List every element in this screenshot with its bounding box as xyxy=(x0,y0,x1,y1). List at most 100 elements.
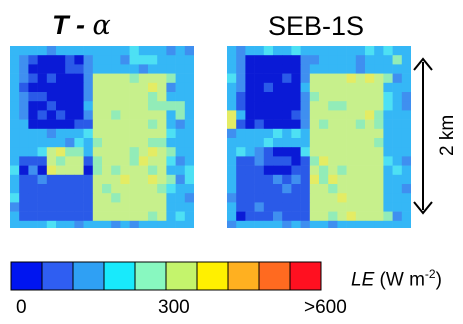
map-pixel xyxy=(300,55,311,65)
map-pixel xyxy=(337,55,347,65)
map-pixel xyxy=(346,165,357,176)
map-pixel xyxy=(401,82,411,93)
map-pixel xyxy=(10,174,20,185)
map-pixel xyxy=(46,211,57,222)
map-pixel xyxy=(74,211,84,222)
map-pixel xyxy=(337,110,347,120)
map-pixel xyxy=(28,174,38,185)
map-pixel xyxy=(166,156,176,166)
map-pixel xyxy=(175,156,186,166)
map-pixel xyxy=(46,193,57,203)
map-pixel xyxy=(175,101,186,111)
map-pixel xyxy=(184,211,194,222)
map-pixel xyxy=(37,73,48,84)
map-pixel xyxy=(365,101,375,111)
map-pixel xyxy=(309,220,320,228)
map-pixel xyxy=(245,64,255,74)
map-pixel xyxy=(28,147,38,157)
map-pixel xyxy=(365,193,375,203)
map-pixel xyxy=(282,128,292,139)
map-pixel xyxy=(319,101,329,111)
map-pixel xyxy=(254,165,265,176)
map-pixel xyxy=(355,101,366,111)
map-pixel xyxy=(337,156,347,166)
map-pixel xyxy=(37,184,48,194)
map-pixel xyxy=(166,147,176,157)
map-pixel xyxy=(138,128,149,139)
map-pixel xyxy=(227,202,237,212)
map-pixel xyxy=(10,156,20,166)
map-pixel xyxy=(319,119,329,130)
map-pixel xyxy=(19,46,29,56)
map-pixel xyxy=(291,193,301,203)
map-pixel xyxy=(401,128,411,139)
alpha-symbol: α xyxy=(92,10,111,41)
map-pixel xyxy=(300,174,311,185)
map-pixel xyxy=(254,156,265,166)
map-pixel xyxy=(309,55,320,65)
map-pixel xyxy=(374,119,384,130)
map-pixel xyxy=(401,110,411,120)
map-pixel xyxy=(157,156,167,166)
map-pixel xyxy=(245,165,255,176)
map-pixel xyxy=(166,184,176,194)
map-pixel xyxy=(37,193,48,203)
map-pixel xyxy=(245,174,255,185)
map-pixel xyxy=(309,174,320,185)
map-pixel xyxy=(175,46,186,56)
map-pixel xyxy=(56,202,66,212)
map-pixel xyxy=(401,220,411,228)
map-pixel xyxy=(111,119,121,130)
map-pixel xyxy=(102,138,112,148)
map-pixel xyxy=(263,193,274,203)
map-pixel xyxy=(92,174,103,185)
map-pixel xyxy=(157,193,167,203)
map-pixel xyxy=(365,55,375,65)
map-pixel xyxy=(166,220,176,228)
map-pixel xyxy=(263,101,274,111)
map-pixel xyxy=(282,147,292,157)
map-pixel xyxy=(148,55,158,65)
colorbar-swatch xyxy=(165,261,198,291)
map-pixel xyxy=(37,138,48,148)
map-pixel xyxy=(148,128,158,139)
map-pixel xyxy=(355,165,366,176)
map-pixel xyxy=(111,211,121,222)
map-pixel xyxy=(56,211,66,222)
map-pixel xyxy=(74,220,84,228)
map-pixel xyxy=(383,174,393,185)
map-pixel xyxy=(175,64,186,74)
unit-close: ) xyxy=(435,269,442,291)
map-pixel xyxy=(319,82,329,93)
map-pixel xyxy=(148,184,158,194)
map-pixel xyxy=(227,64,237,74)
map-pixel xyxy=(273,92,283,102)
map-pixel xyxy=(245,184,255,194)
map-pixel xyxy=(227,55,237,65)
map-pixel xyxy=(291,46,301,56)
map-pixel xyxy=(374,73,384,84)
map-pixel xyxy=(365,119,375,130)
map-pixel xyxy=(129,193,140,203)
map-pixel xyxy=(92,193,103,203)
map-pixel xyxy=(138,46,149,56)
map-pixel xyxy=(120,82,130,93)
map-pixel xyxy=(65,220,75,228)
map-pixel xyxy=(254,202,265,212)
map-pixel xyxy=(56,138,66,148)
map-pixel xyxy=(282,174,292,185)
map-pixel xyxy=(138,156,149,166)
map-pixel xyxy=(92,119,103,130)
map-pixel xyxy=(111,64,121,74)
map-pixel xyxy=(227,211,237,222)
map-pixel xyxy=(10,110,20,120)
map-pixel xyxy=(46,138,57,148)
map-pixel xyxy=(92,165,103,176)
map-pixel xyxy=(166,211,176,222)
map-pixel xyxy=(309,46,320,56)
map-pixel xyxy=(138,82,149,93)
colorbar-tick-min: 0 xyxy=(16,297,27,318)
map-pixel xyxy=(309,184,320,194)
map-pixel xyxy=(111,147,121,157)
map-pixel xyxy=(282,64,292,74)
